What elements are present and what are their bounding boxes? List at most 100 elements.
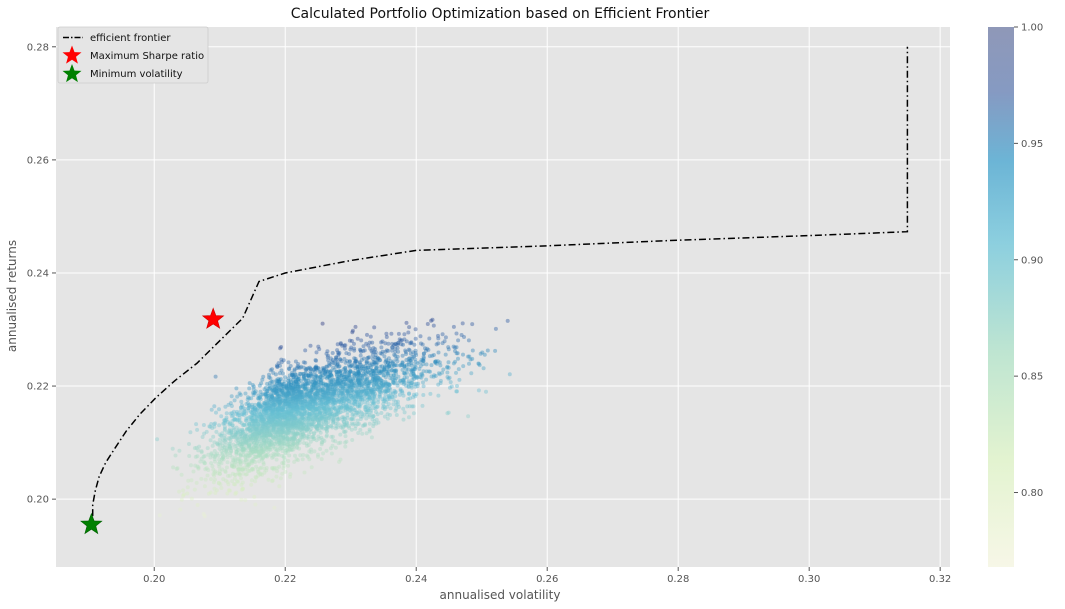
portfolio-point <box>224 449 229 454</box>
portfolio-point <box>301 431 306 436</box>
portfolio-point <box>440 332 445 337</box>
portfolio-point <box>257 434 262 439</box>
portfolio-point <box>257 430 262 435</box>
y-axis-label: annualised returns <box>5 240 19 352</box>
portfolio-point <box>236 467 241 472</box>
portfolio-point <box>235 428 240 433</box>
portfolio-point <box>413 336 418 341</box>
portfolio-point <box>249 482 254 487</box>
portfolio-point <box>233 432 238 437</box>
portfolio-point <box>288 442 293 446</box>
portfolio-point <box>252 449 257 453</box>
portfolio-point <box>374 421 379 426</box>
portfolio-point <box>271 426 276 431</box>
portfolio-point <box>293 433 298 438</box>
portfolio-point <box>396 331 401 336</box>
portfolio-point <box>456 338 461 343</box>
portfolio-point <box>282 435 287 440</box>
portfolio-point <box>269 428 274 433</box>
portfolio-point <box>233 472 238 477</box>
portfolio-point <box>275 428 280 432</box>
colorbar-tick-label: 1.00 <box>1021 23 1043 34</box>
portfolio-point <box>265 454 270 459</box>
portfolio-point <box>173 453 178 458</box>
portfolio-point <box>461 352 465 357</box>
portfolio-point <box>241 444 246 449</box>
portfolio-point <box>262 429 267 433</box>
portfolio-point <box>241 486 245 491</box>
portfolio-point <box>292 441 297 446</box>
portfolio-point <box>251 449 256 454</box>
portfolio-point <box>293 425 298 430</box>
portfolio-point <box>298 421 303 426</box>
portfolio-point <box>220 451 225 456</box>
portfolio-point <box>312 436 317 441</box>
portfolio-point <box>249 447 254 452</box>
portfolio-point <box>249 459 254 463</box>
portfolio-point <box>264 429 269 434</box>
portfolio-point <box>230 479 235 484</box>
portfolio-point <box>414 381 419 386</box>
portfolio-point <box>324 426 329 431</box>
portfolio-point <box>264 434 269 439</box>
portfolio-point <box>269 439 273 444</box>
portfolio-point <box>295 431 300 436</box>
portfolio-point <box>281 429 286 434</box>
portfolio-point <box>240 430 245 435</box>
portfolio-point <box>295 458 300 463</box>
y-tick-label: 0.24 <box>27 268 49 279</box>
portfolio-point <box>384 331 389 336</box>
portfolio-point <box>228 401 233 406</box>
portfolio-point <box>380 364 384 369</box>
portfolio-point <box>232 398 237 403</box>
portfolio-point <box>257 428 262 433</box>
portfolio-point <box>305 454 310 459</box>
portfolio-point <box>243 441 248 446</box>
portfolio-point <box>229 449 234 454</box>
portfolio-point <box>277 440 282 445</box>
portfolio-point <box>319 425 324 430</box>
portfolio-point <box>264 433 269 438</box>
portfolio-point <box>355 336 360 341</box>
portfolio-point <box>254 427 259 432</box>
portfolio-point <box>276 441 281 446</box>
portfolio-point <box>241 446 246 451</box>
portfolio-point <box>265 429 270 433</box>
portfolio-point <box>241 429 246 434</box>
portfolio-point <box>246 395 250 400</box>
portfolio-point <box>295 432 300 437</box>
portfolio-point <box>304 435 309 440</box>
portfolio-point <box>211 467 216 472</box>
portfolio-point <box>409 340 414 345</box>
portfolio-point <box>233 444 238 449</box>
portfolio-point <box>177 448 182 453</box>
portfolio-point <box>314 425 319 430</box>
portfolio-point <box>343 423 348 428</box>
portfolio-point <box>247 446 252 451</box>
portfolio-point <box>236 447 241 452</box>
portfolio-point <box>255 433 260 438</box>
portfolio-point <box>224 465 229 470</box>
portfolio-point <box>225 455 230 460</box>
scatter-cloud <box>155 317 512 519</box>
portfolio-point <box>317 436 322 441</box>
portfolio-point <box>278 432 283 437</box>
portfolio-point <box>217 472 222 476</box>
portfolio-point <box>307 432 312 437</box>
portfolio-point <box>469 371 474 376</box>
portfolio-point <box>453 349 457 353</box>
portfolio-point <box>241 441 245 445</box>
portfolio-point <box>240 435 245 440</box>
portfolio-point <box>281 461 286 466</box>
portfolio-point <box>238 440 243 445</box>
portfolio-point <box>233 482 238 487</box>
portfolio-point <box>246 438 251 443</box>
portfolio-point <box>287 444 292 449</box>
portfolio-point <box>353 423 358 428</box>
portfolio-point <box>290 436 295 441</box>
portfolio-point <box>282 454 286 459</box>
portfolio-point <box>324 428 329 433</box>
portfolio-point <box>262 433 267 437</box>
portfolio-point <box>217 407 221 412</box>
portfolio-point <box>192 487 197 492</box>
